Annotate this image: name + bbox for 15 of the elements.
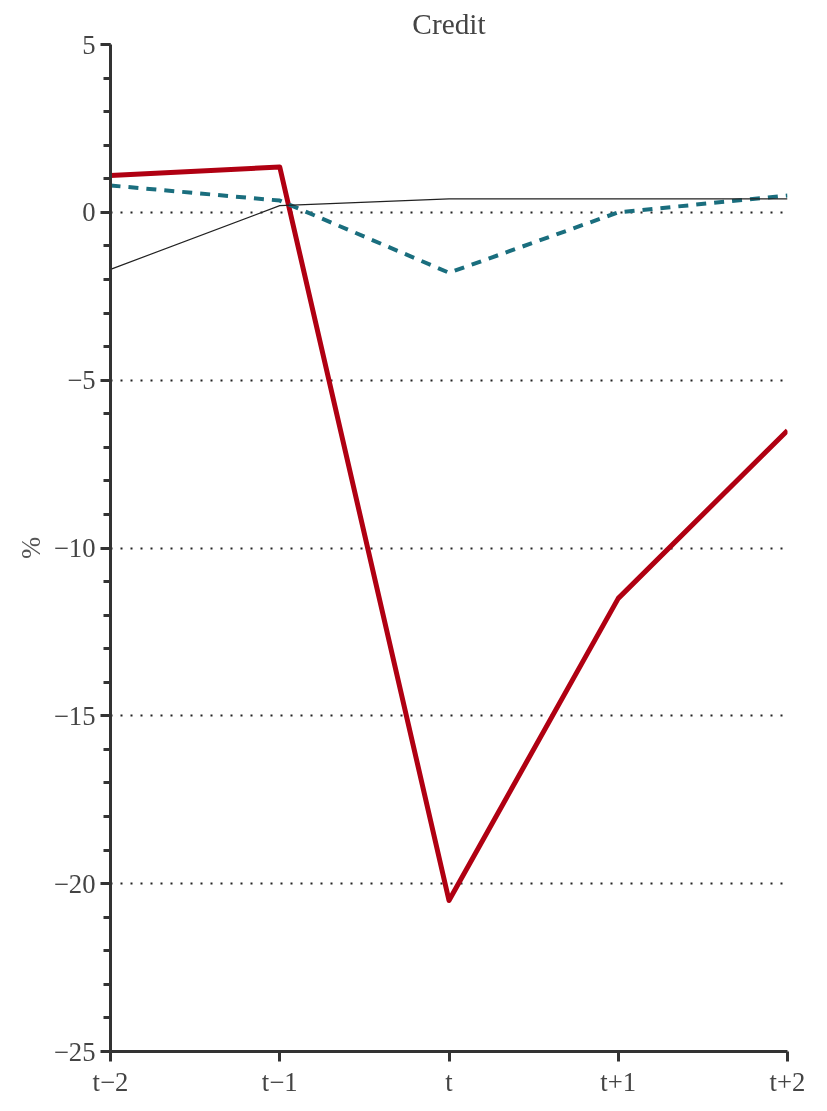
x-tick-label: t−1 — [261, 1066, 298, 1097]
y-tick-label: −15 — [53, 700, 96, 731]
chart-title: Credit — [412, 7, 486, 40]
y-tick-label: 0 — [82, 197, 96, 228]
y-tick-label: −20 — [53, 868, 96, 899]
y-axis-title: % — [15, 536, 46, 560]
y-tick-label: 5 — [82, 29, 96, 60]
y-tick-label: −5 — [67, 365, 96, 396]
x-tick-label: t−2 — [92, 1066, 129, 1097]
x-tick-label: t — [445, 1066, 454, 1097]
x-tick-label: t+2 — [769, 1066, 806, 1097]
y-tick-label: −25 — [53, 1036, 96, 1067]
y-tick-label: −10 — [53, 533, 96, 563]
x-tick-label: t+1 — [600, 1066, 637, 1097]
line-series — [110, 183, 788, 275]
